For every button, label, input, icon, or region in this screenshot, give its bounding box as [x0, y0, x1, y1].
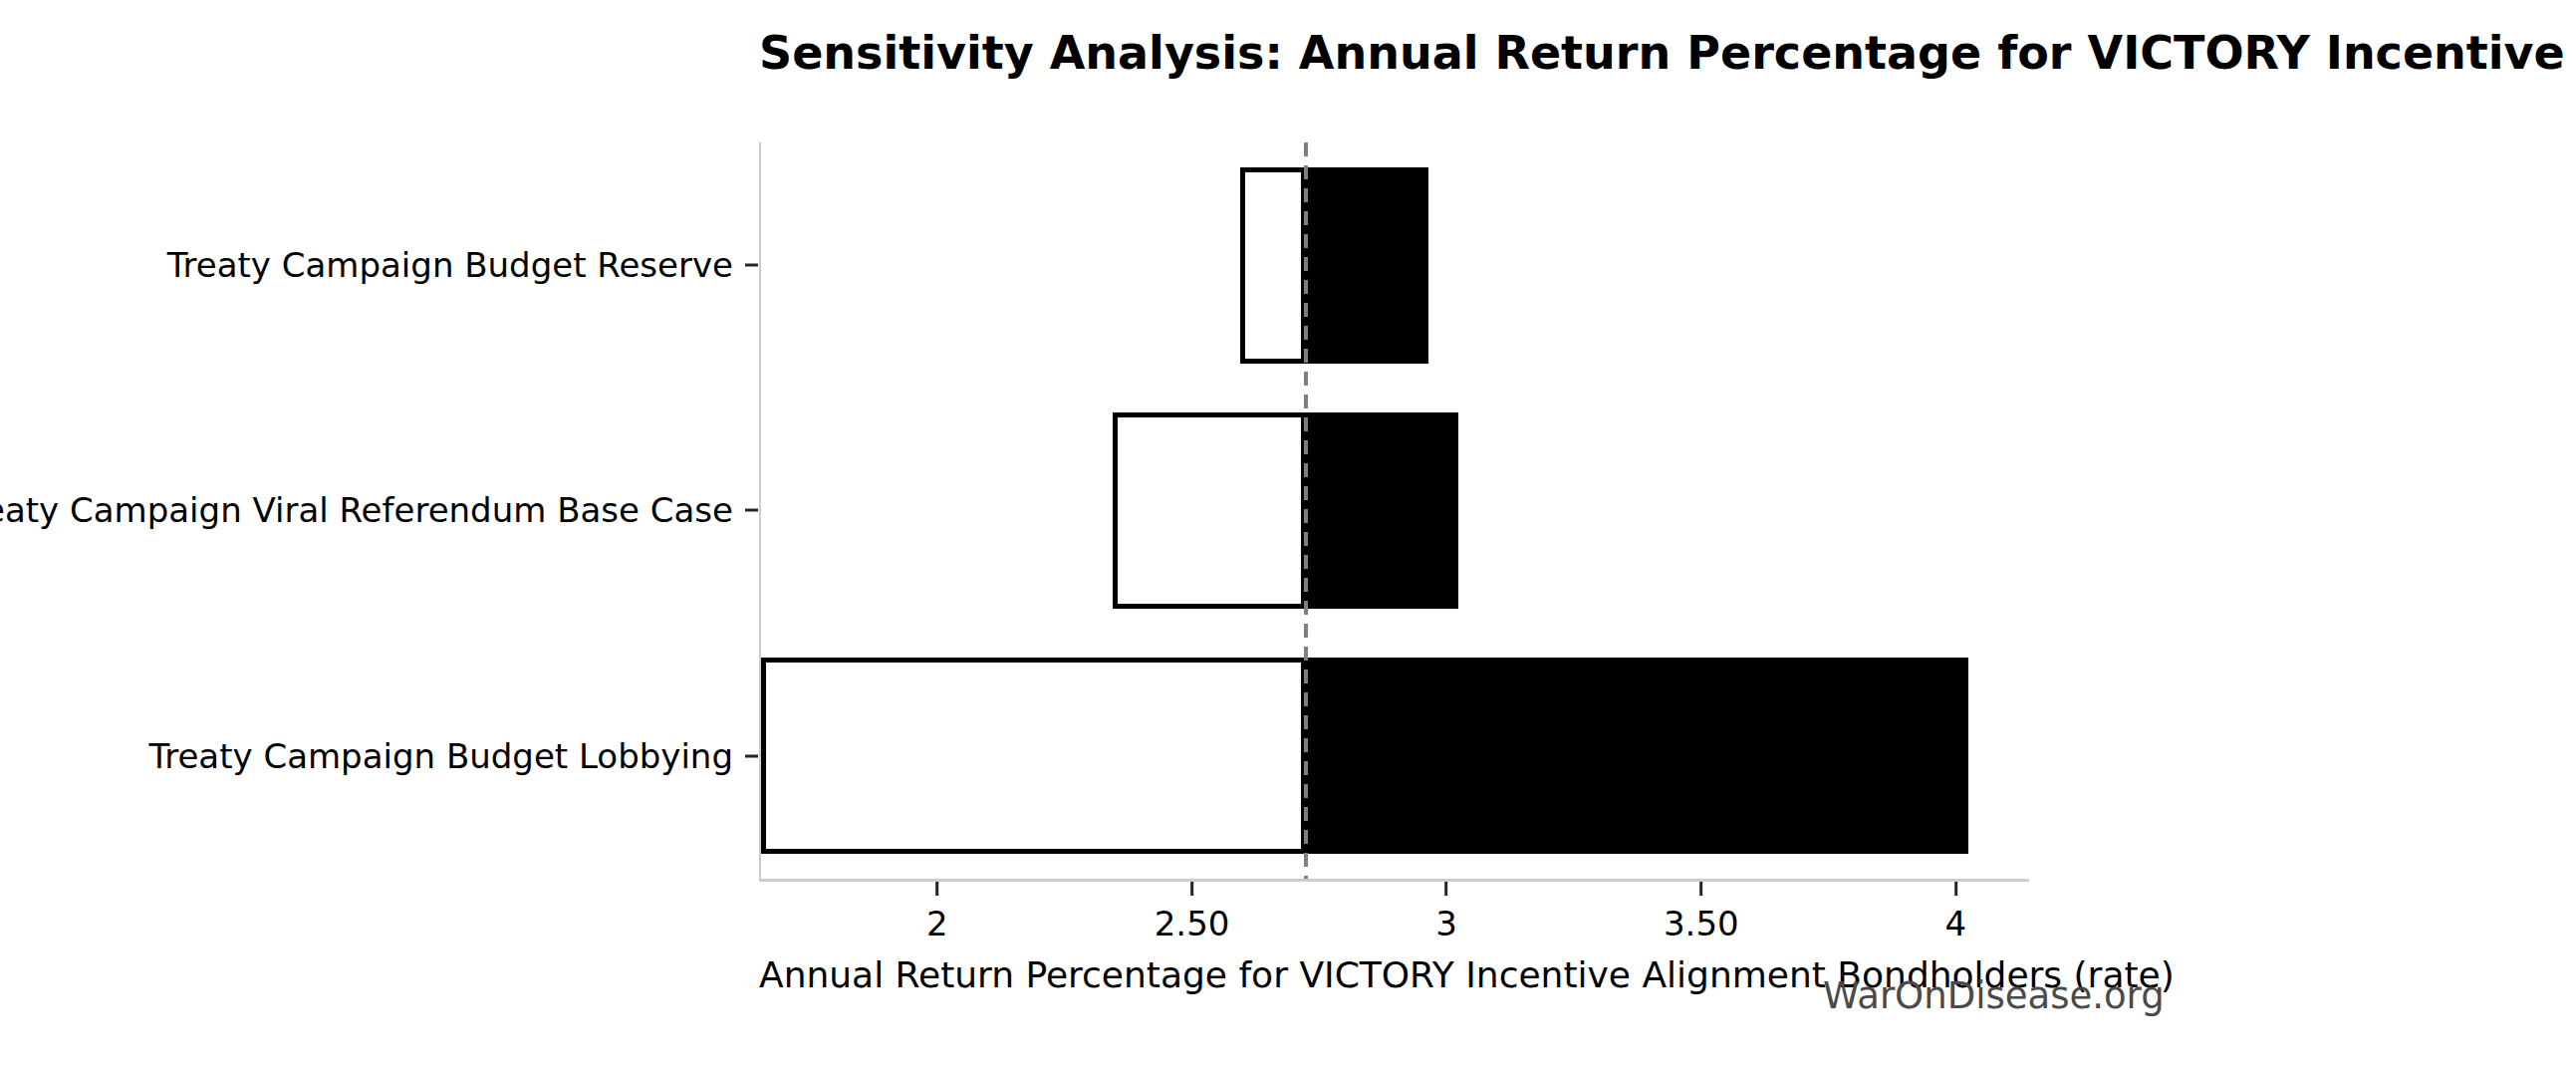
- y-axis-tick-mark: [745, 754, 758, 757]
- bar-high-segment: [1306, 658, 1968, 854]
- y-axis-label: Treaty Campaign Viral Referendum Base Ca…: [0, 490, 733, 530]
- y-axis-tick-mark: [745, 264, 758, 267]
- bar-row: Treaty Campaign Budget Reserve: [761, 142, 2029, 388]
- y-axis-label: Treaty Campaign Budget Lobbying: [148, 736, 733, 776]
- chart-title: Sensitivity Analysis: Annual Return Perc…: [759, 26, 2027, 81]
- x-axis-tick-mark: [1445, 882, 1448, 896]
- figure: Sensitivity Analysis: Annual Return Perc…: [0, 0, 2576, 1071]
- tornado-bar: [761, 412, 2029, 609]
- bar-low-segment: [761, 658, 1306, 854]
- x-axis-tick-mark: [1190, 882, 1193, 896]
- bar-low-segment: [1240, 167, 1306, 364]
- tornado-bar: [761, 658, 2029, 854]
- x-axis-tick-mark: [1954, 882, 1957, 896]
- y-axis-tick-mark: [745, 509, 758, 512]
- y-axis-label: Treaty Campaign Budget Reserve: [167, 245, 733, 285]
- bar-row: Treaty Campaign Budget Lobbying: [761, 634, 2029, 879]
- x-axis-tick-label: 2.50: [1155, 904, 1230, 943]
- x-axis-tick-label: 3.50: [1664, 904, 1739, 943]
- x-axis-tick-label: 3: [1435, 904, 1457, 943]
- bar-high-segment: [1306, 167, 1428, 364]
- x-axis-tick: 3.50: [1664, 882, 1739, 943]
- x-axis-tick: 2.50: [1155, 882, 1230, 943]
- baseline-dashed-line: [1304, 142, 1308, 879]
- x-axis-tick: 2: [926, 882, 948, 943]
- bar-low-segment: [1113, 412, 1306, 609]
- tornado-bar: [761, 167, 2029, 364]
- x-axis-tick: 4: [1945, 882, 1967, 943]
- bar-row: Treaty Campaign Viral Referendum Base Ca…: [761, 388, 2029, 633]
- watermark: WarOnDisease.org: [1823, 974, 2094, 1017]
- x-axis-tick-mark: [935, 882, 938, 896]
- plot-area: Treaty Campaign Budget Reserve Treaty Ca…: [759, 142, 2029, 882]
- x-axis-tick-label: 2: [926, 904, 948, 943]
- x-axis-tick: 3: [1435, 882, 1457, 943]
- bar-high-segment: [1306, 412, 1458, 609]
- x-axis-tick-label: 4: [1945, 904, 1967, 943]
- x-axis-tick-mark: [1699, 882, 1702, 896]
